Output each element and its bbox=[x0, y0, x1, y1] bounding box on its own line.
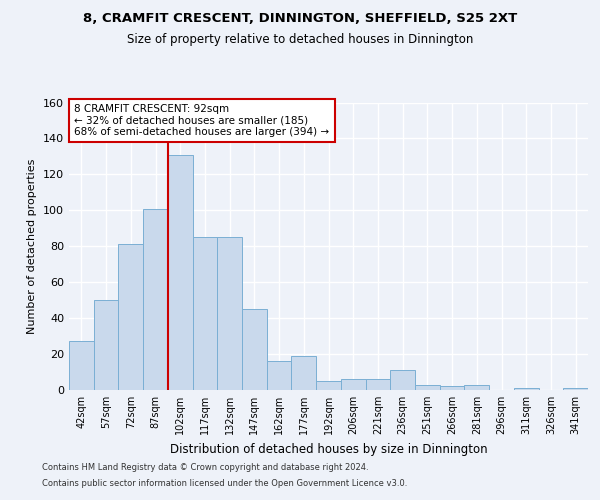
Bar bbox=[316, 381, 341, 390]
Text: Contains HM Land Registry data © Crown copyright and database right 2024.: Contains HM Land Registry data © Crown c… bbox=[42, 464, 368, 472]
Y-axis label: Number of detached properties: Number of detached properties bbox=[28, 158, 37, 334]
Bar bbox=[168, 154, 193, 390]
Bar bbox=[563, 388, 588, 390]
Bar bbox=[365, 379, 390, 390]
Text: 8 CRAMFIT CRESCENT: 92sqm
← 32% of detached houses are smaller (185)
68% of semi: 8 CRAMFIT CRESCENT: 92sqm ← 32% of detac… bbox=[74, 104, 329, 137]
Bar bbox=[514, 388, 539, 390]
Bar bbox=[292, 356, 316, 390]
Bar bbox=[217, 238, 242, 390]
Bar bbox=[193, 238, 217, 390]
Text: 8, CRAMFIT CRESCENT, DINNINGTON, SHEFFIELD, S25 2XT: 8, CRAMFIT CRESCENT, DINNINGTON, SHEFFIE… bbox=[83, 12, 517, 26]
Bar bbox=[69, 342, 94, 390]
Bar bbox=[267, 361, 292, 390]
Bar bbox=[94, 300, 118, 390]
Bar bbox=[341, 379, 365, 390]
Bar bbox=[390, 370, 415, 390]
X-axis label: Distribution of detached houses by size in Dinnington: Distribution of detached houses by size … bbox=[170, 442, 487, 456]
Bar bbox=[464, 384, 489, 390]
Bar bbox=[440, 386, 464, 390]
Text: Size of property relative to detached houses in Dinnington: Size of property relative to detached ho… bbox=[127, 32, 473, 46]
Text: Contains public sector information licensed under the Open Government Licence v3: Contains public sector information licen… bbox=[42, 478, 407, 488]
Bar bbox=[242, 309, 267, 390]
Bar bbox=[143, 208, 168, 390]
Bar bbox=[118, 244, 143, 390]
Bar bbox=[415, 384, 440, 390]
